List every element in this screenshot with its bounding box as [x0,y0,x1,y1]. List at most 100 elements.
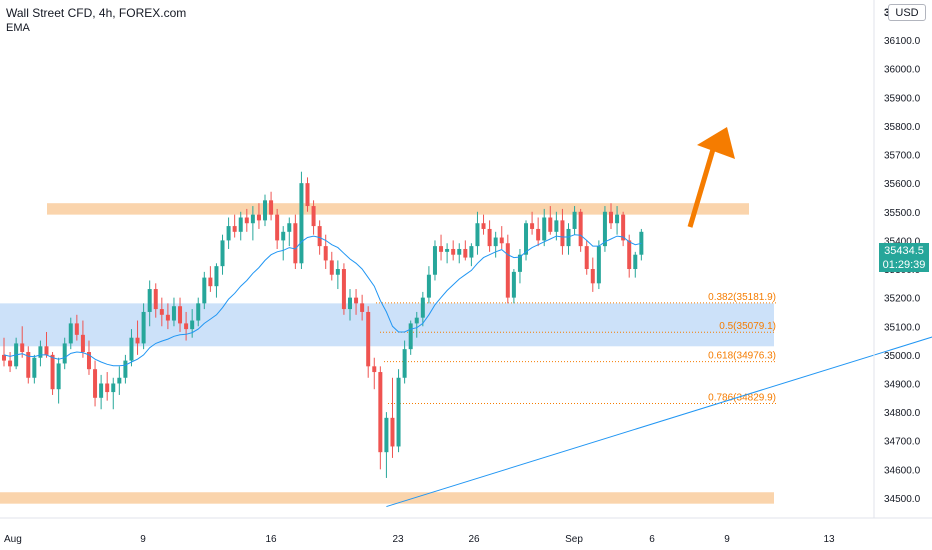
price-tick-label: 35500.0 [884,208,921,219]
candle-body [317,226,322,247]
candle-body [548,217,553,232]
arrow-shaft [687,145,717,228]
time-tick-label: 23 [392,534,404,545]
candle-body [499,237,504,244]
candle-body [44,346,49,355]
candle-body [299,183,304,264]
candle-body [627,240,632,270]
resistance-zone [47,203,749,215]
candle-body [105,383,110,393]
time-tick-label: 9 [724,534,730,545]
price-tick-label: 35000.0 [884,351,921,362]
time-tick-label: 16 [265,534,277,545]
candle-body [335,269,340,275]
candle-body [32,357,37,378]
candle-body [147,289,152,312]
candle-body [165,314,170,321]
support-zone [0,303,774,347]
candle-body [26,352,31,378]
candle-body [475,223,480,247]
candle-body [396,377,401,447]
candle-body [141,311,146,344]
price-tick-label: 35800.0 [884,122,921,133]
price-tick-label: 34700.0 [884,437,921,448]
currency-button[interactable]: USD [888,4,926,21]
price-tick-label: 35900.0 [884,93,921,104]
candle-body [511,271,516,298]
candle-body [372,366,377,373]
candle-body [123,360,128,378]
candle-body [615,214,620,224]
symbol-title[interactable]: Wall Street CFD, 4h, FOREX.com [6,6,187,20]
bar-countdown: 01:29:39 [882,259,926,271]
candle-body [129,337,134,361]
time-tick-label: 9 [140,534,146,545]
arrow-layer [687,127,735,228]
candle-body [226,226,231,241]
bottom-zone [0,492,774,504]
time-tick-label: 13 [823,534,835,545]
candle-body [341,269,346,310]
price-tick-label: 34900.0 [884,379,921,390]
time-tick-label: 26 [468,534,480,545]
candle-body [329,260,334,275]
current-price: 35434.5 [884,245,924,257]
candle-body [62,343,67,364]
candle-body [481,223,486,229]
candle-body [390,417,395,447]
candle-body [305,183,310,207]
indicator-label[interactable]: EMA [6,22,30,34]
candle-body [602,211,607,247]
candle-body [135,337,140,344]
candle-body [8,360,13,367]
ema-layer [3,234,642,367]
candle-body [208,277,213,287]
candle-body [293,223,298,264]
candle-body [517,254,522,272]
candle-body [238,217,243,232]
price-tick-label: 34500.0 [884,494,921,505]
candle-body [584,246,589,270]
candle-body [196,303,201,321]
ema-line [3,234,642,367]
candle-body [80,334,85,353]
zones-layer [0,203,774,504]
candle-body [263,200,268,221]
candle-body [360,303,365,312]
candle-body [536,228,541,241]
time-tick-label: 6 [649,534,655,545]
candle-body [256,214,261,221]
candle-body [184,323,189,330]
candle-body [20,343,25,353]
time-tick-label: Aug [4,534,22,545]
price-tick-label: 35600.0 [884,179,921,190]
price-tick-label: 35400.0 [884,236,921,247]
candle-body [178,306,183,324]
fib-level-label: 0.382(35181.9) [708,292,776,303]
candle-body [505,243,510,298]
arrow-head [697,127,735,159]
fib-level-label: 0.618(34976.3) [708,351,776,362]
candle-body [171,306,176,321]
price-tick-label: 35200.0 [884,294,921,305]
candle-body [578,211,583,247]
candle-body [633,254,638,270]
candle-body [2,354,6,361]
candle-body [38,346,43,358]
candle-body [275,214,280,241]
fib-layer: 0.382(35181.9) 0.5(35079.1) 0.618(34976.3)… [376,292,776,405]
candle-body [311,206,316,227]
price-tick-label: 36100.0 [884,36,921,47]
fib-level-label: 0.786(34829.9) [708,393,776,404]
current-price-tag: 35434.5 01:29:39 [879,243,929,272]
trendline-layer [386,336,932,508]
candle-body [159,309,164,315]
candle-body [487,228,492,247]
candle-body [56,363,61,390]
candle-body [572,211,577,229]
candle-body [609,211,613,224]
candle-body [232,226,237,232]
candles-layer [2,171,644,478]
candle-body [323,246,328,261]
